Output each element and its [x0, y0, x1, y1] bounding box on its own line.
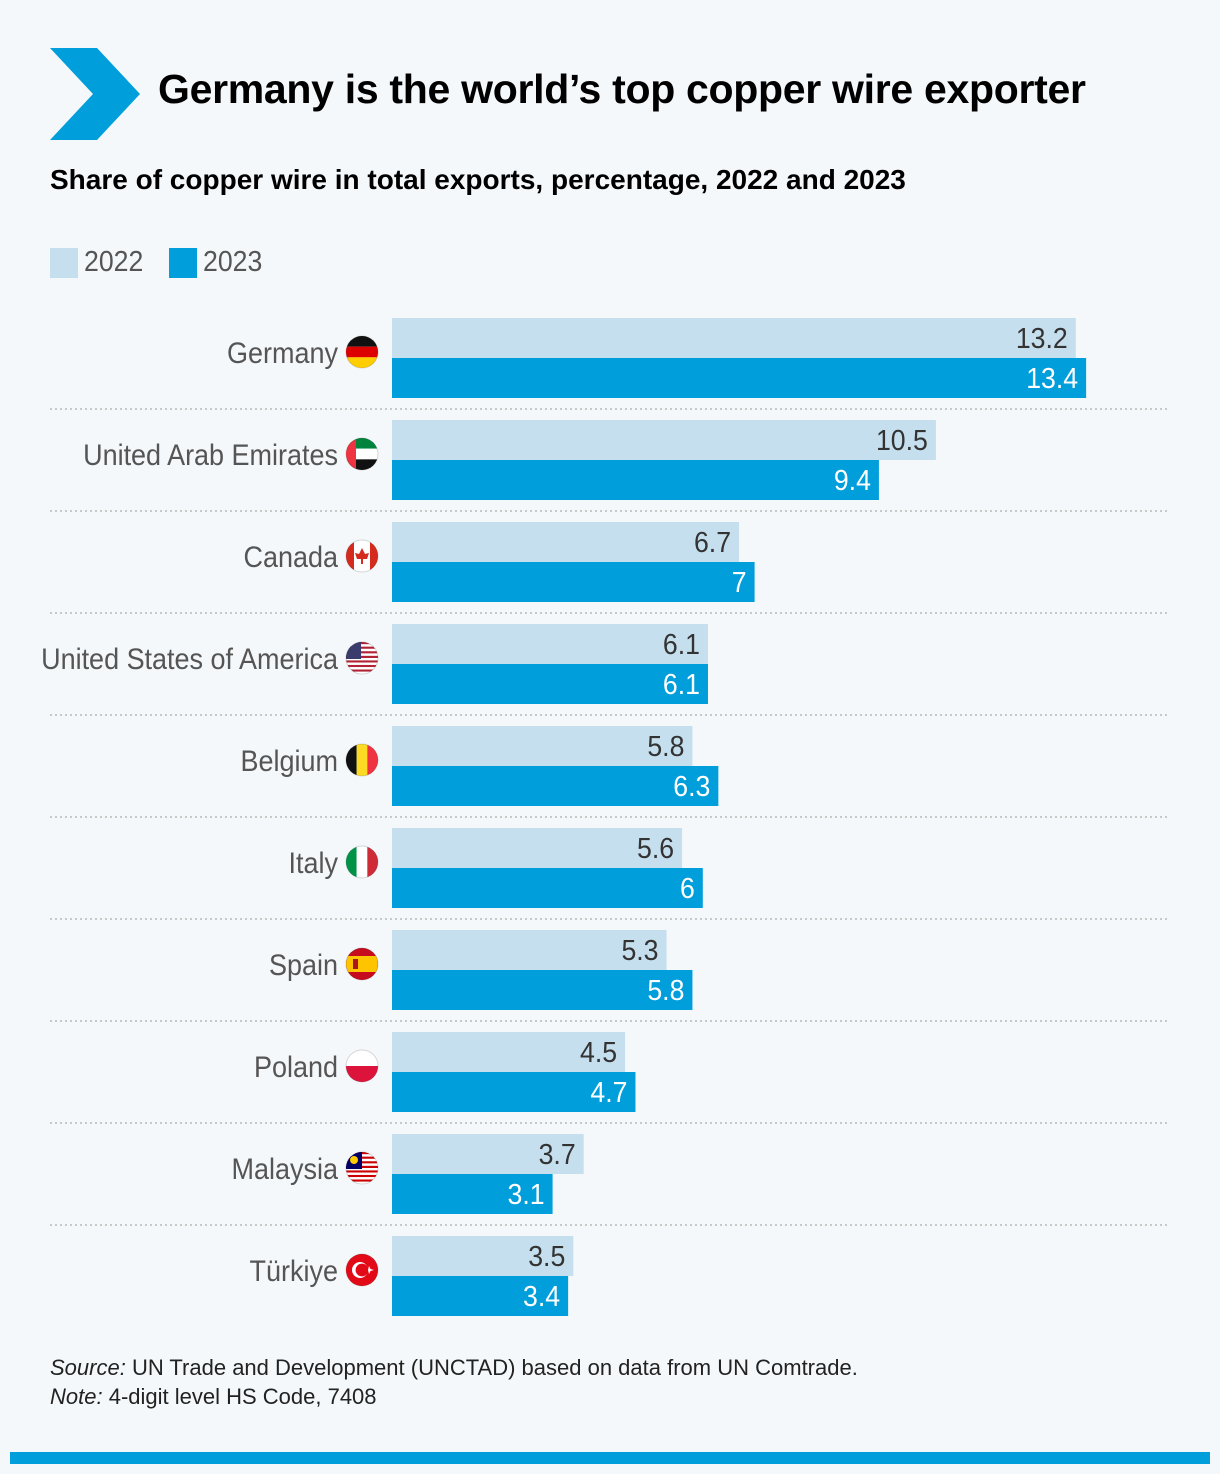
italy-flag-icon: [346, 846, 378, 878]
bar-2023: [392, 664, 708, 704]
chart-title: Germany is the world’s top copper wire e…: [158, 66, 1086, 112]
bar-2023: [392, 1276, 569, 1316]
data-label-2022: 5.8: [647, 730, 684, 762]
data-label-2022: 3.7: [539, 1138, 576, 1170]
data-label-2023: 4.7: [590, 1076, 627, 1108]
data-label-2022: 3.5: [528, 1240, 565, 1272]
source-lead: Source:: [50, 1355, 126, 1380]
data-label-2023: 5.8: [647, 974, 684, 1006]
legend-label-2022: 2022: [84, 246, 144, 278]
bar-2023: [392, 970, 693, 1010]
brand-chevron-logo: [50, 48, 140, 140]
data-label-2023: 6: [680, 872, 695, 904]
legend-swatch-2023: [168, 247, 197, 278]
spain-flag-icon: [346, 948, 378, 980]
data-label-2023: 7: [732, 566, 747, 598]
note-lead: Note:: [50, 1384, 103, 1409]
bar-2022: [392, 318, 1076, 358]
canada-flag-icon: [346, 540, 378, 572]
malaysia-flag-icon: [346, 1152, 378, 1184]
bar-2023: [392, 868, 703, 908]
bar-2022: [392, 726, 693, 766]
bar-2022: [392, 1236, 574, 1276]
data-label-2022: 6.1: [663, 628, 700, 660]
chart-subtitle: Share of copper wire in total exports, p…: [50, 164, 906, 195]
footnote: Note: 4-digit level HS Code, 7408: [50, 1384, 377, 1410]
legend-swatch-2022: [50, 247, 78, 278]
poland-flag-icon: [346, 1050, 378, 1082]
bar-2022: [392, 930, 667, 970]
data-label-2023: 6.1: [663, 668, 700, 700]
legend-label-2023: 2023: [202, 246, 262, 278]
data-label-2022: 13.2: [1016, 322, 1068, 354]
note-text: 4-digit level HS Code, 7408: [102, 1384, 377, 1409]
bar-2022: [392, 828, 683, 868]
data-label-2023: 3.1: [507, 1178, 544, 1210]
bottom-accent-bar: [10, 1452, 1210, 1464]
bar-2022: [392, 522, 740, 562]
source-text: UN Trade and Development (UNCTAD) based …: [125, 1355, 858, 1380]
data-label-2023: 3.4: [523, 1280, 560, 1312]
data-label-2022: 6.7: [694, 526, 731, 558]
category-label: Malaysia: [232, 1153, 339, 1187]
category-label: Germany: [227, 337, 339, 371]
germany-flag-icon: [346, 336, 378, 368]
bar-2023: [392, 766, 719, 806]
belgium-flag-icon: [346, 744, 378, 776]
source-note: Source: UN Trade and Development (UNCTAD…: [50, 1355, 858, 1381]
category-label: Poland: [254, 1051, 338, 1085]
category-label: Türkiye: [250, 1255, 338, 1289]
data-label-2023: 6.3: [673, 770, 710, 802]
data-label-2022: 4.5: [580, 1036, 617, 1068]
bar-2022: [392, 420, 936, 460]
bar-2023: [392, 1072, 636, 1112]
bar-2022: [392, 1134, 584, 1174]
category-label: Spain: [269, 949, 338, 983]
data-label-2022: 5.6: [637, 832, 674, 864]
category-label: Italy: [289, 847, 339, 881]
bar-2023: [392, 562, 755, 602]
data-label-2023: 13.4: [1026, 362, 1078, 394]
turkiye-flag-icon: [346, 1254, 378, 1286]
bar-2023: [392, 460, 879, 500]
category-label: Belgium: [241, 745, 338, 779]
bar-2023: [392, 358, 1087, 398]
data-label-2022: 10.5: [876, 424, 928, 456]
uae-flag-icon: [346, 438, 378, 470]
chart-legend: 2022 2023: [50, 246, 287, 279]
category-label: Canada: [243, 541, 338, 575]
legend-item-2023: 2023: [168, 246, 268, 279]
data-label-2022: 5.3: [621, 934, 658, 966]
legend-item-2022: 2022: [50, 246, 149, 279]
category-label: United Arab Emirates: [83, 439, 338, 473]
bar-2023: [392, 1174, 553, 1214]
bar-chart: Germany 13.2 13.4 United Arab Emirates 10.59…: [41, 318, 1168, 1316]
bar-2022: [392, 624, 708, 664]
category-label: United States of America: [41, 643, 338, 677]
bar-2022: [392, 1032, 626, 1072]
data-label-2023: 9.4: [834, 464, 871, 496]
